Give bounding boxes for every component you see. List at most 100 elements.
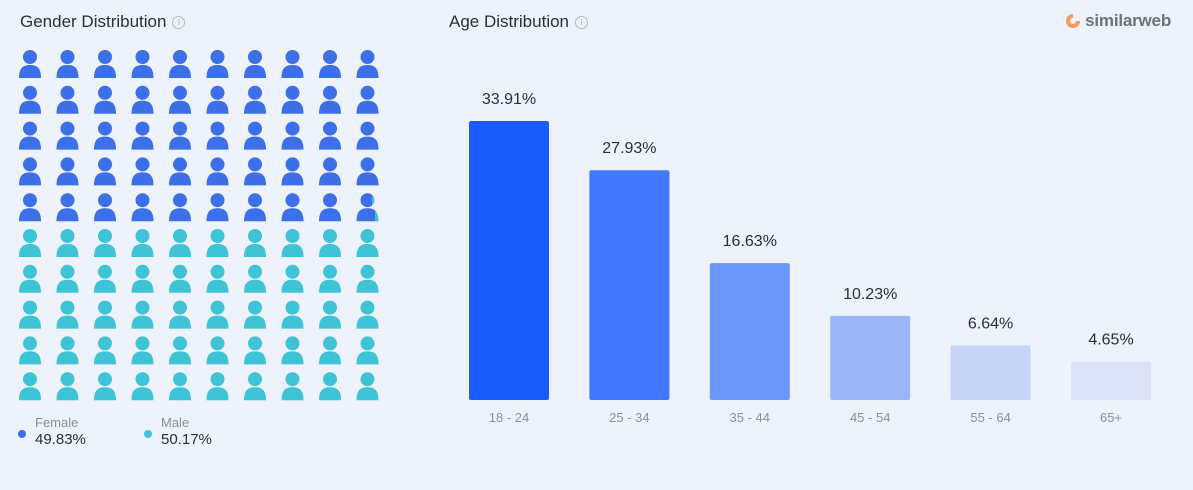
person-icon [94,50,116,78]
person-icon [131,300,154,329]
person-icon [244,229,266,257]
person-icon [356,300,379,329]
person-icon [56,121,79,150]
person-icon [244,121,266,150]
person-icon [56,264,79,293]
age-bar-chart: 33.91% 18 - 24 27.93% 25 - 34 16.63% 35 - 44 1… [469,91,1151,425]
person-icon [131,157,154,186]
bar-value-label: 10.23% [843,286,897,303]
person-icon [244,50,266,78]
person-icon [244,264,266,293]
person-icon [206,300,229,329]
person-icon [319,121,341,150]
person-icon [131,372,154,401]
person-icon [356,229,379,257]
person-icon [56,229,79,257]
person-icon [319,372,341,401]
male-legend-dot [144,430,152,438]
person-icon [169,264,191,293]
person-icon [169,372,191,401]
bar-value-label: 27.93% [602,140,656,157]
person-icon [131,193,154,222]
person-icon [94,336,116,365]
x-tick-label: 55 - 64 [970,410,1010,425]
x-tick-label: 35 - 44 [730,410,770,425]
person-icon [319,300,341,329]
person-icon [206,193,229,222]
x-tick-label: 25 - 34 [609,410,649,425]
person-icon [131,50,154,78]
person-icon [319,193,341,222]
person-icon [56,300,79,329]
person-icon [19,264,41,293]
person-icon [281,264,304,293]
female-legend-dot [18,430,26,438]
person-icon [281,121,304,150]
age-bar[interactable] [469,121,549,400]
person-icon [356,157,379,186]
bar-value-label: 33.91% [482,91,536,108]
person-icon [319,85,341,114]
person-icon [206,50,229,78]
similarweb-mark-icon [1066,14,1081,28]
age-title-text: Age Distribution [449,12,570,31]
person-icon [206,157,229,186]
person-icon [319,264,341,293]
person-icon [169,121,191,150]
person-icon [19,300,41,329]
age-distribution-title: Age Distribution i [449,12,589,32]
person-icon [206,85,229,114]
age-bar[interactable] [830,315,911,400]
person-icon [56,193,79,222]
person-icon [94,229,116,257]
info-icon[interactable]: i [172,15,186,29]
person-icon [206,372,229,401]
x-tick-label: 18 - 24 [489,410,529,425]
similarweb-logo: similarweb [1065,11,1171,31]
person-icon [19,121,41,150]
person-icon [356,193,379,222]
person-icon [94,300,116,329]
person-icon [169,50,191,78]
person-icon [169,157,191,186]
legend-male: Male 50.17% [144,415,212,448]
person-icon [131,85,154,114]
age-bar[interactable] [709,263,790,400]
person-icon [281,50,304,78]
person-icon [94,85,116,114]
person-icon [169,300,191,329]
person-icon [19,229,41,257]
info-icon[interactable]: i [575,15,589,29]
person-icon [244,336,266,365]
person-icon [169,193,191,222]
person-icon [356,372,379,401]
person-icon [94,372,116,401]
legend-female: Female 49.83% [18,415,86,448]
gender-title-text: Gender Distribution [20,12,167,31]
bar-value-label: 6.64% [968,315,1013,332]
person-icon [94,157,116,186]
age-bar[interactable] [1071,361,1151,400]
person-icon [206,264,229,293]
person-icon [281,85,304,114]
person-icon [356,336,379,365]
person-icon [131,121,154,150]
person-icon [281,372,304,401]
person-icon [281,336,304,365]
x-tick-label: 45 - 54 [850,410,890,425]
age-bar[interactable] [589,170,670,400]
person-icon [244,300,266,329]
person-icon [19,50,41,78]
gender-pictograph [19,50,379,401]
person-icon [206,121,229,150]
person-icon [244,372,266,401]
person-icon [131,264,154,293]
bar-value-label: 16.63% [723,233,777,250]
person-icon [56,85,79,114]
person-icon [281,157,304,186]
person-icon [19,157,41,186]
person-icon [281,300,304,329]
person-icon [319,50,341,78]
person-icon [131,229,154,257]
age-bar[interactable] [950,345,1031,400]
